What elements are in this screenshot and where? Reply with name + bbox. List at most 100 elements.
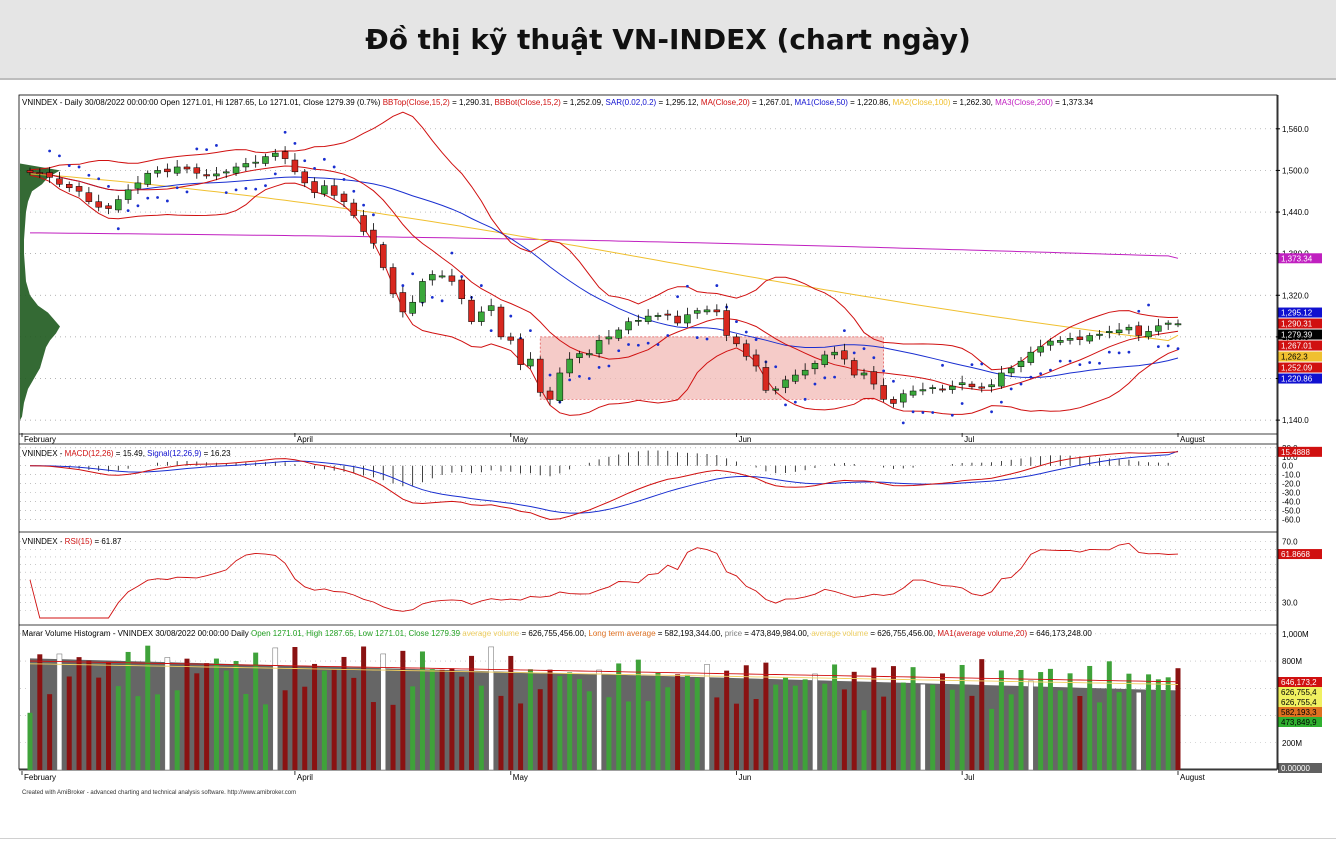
volume-bar bbox=[871, 667, 877, 770]
sar-dot bbox=[548, 373, 552, 377]
candle-body bbox=[1106, 331, 1113, 333]
candle-body bbox=[95, 201, 102, 208]
sar-dot bbox=[215, 144, 218, 147]
candle-body bbox=[1135, 325, 1143, 336]
sar-dot bbox=[175, 186, 179, 190]
candle-body bbox=[232, 166, 240, 174]
sar-dot bbox=[1078, 363, 1082, 367]
candle-body bbox=[831, 351, 838, 356]
sar-dot bbox=[950, 413, 954, 417]
volume-month-label: Jul bbox=[964, 773, 974, 782]
volume-bar bbox=[1097, 702, 1103, 770]
volume-bar bbox=[223, 670, 229, 770]
candle-body bbox=[527, 358, 534, 367]
sar-dot bbox=[322, 157, 326, 161]
ma100-line bbox=[29, 173, 1179, 342]
sar-dot bbox=[1156, 345, 1160, 349]
candle-body bbox=[801, 369, 809, 376]
candle-body bbox=[242, 163, 250, 168]
candle-body bbox=[429, 274, 436, 281]
volume-bar bbox=[292, 647, 298, 770]
price-value-tag: 1,279.39 bbox=[1278, 329, 1322, 340]
volume-bar bbox=[920, 683, 926, 771]
sar-dot bbox=[705, 337, 709, 341]
volume-value-tag-label: 626,755,4 bbox=[1281, 698, 1317, 707]
sar-dot bbox=[1009, 387, 1013, 391]
price-legend-part: = 1,262.30, bbox=[950, 98, 995, 107]
volume-bar bbox=[76, 657, 82, 770]
volume-bar bbox=[822, 683, 828, 770]
candle-body bbox=[468, 299, 475, 322]
volume-bar bbox=[56, 653, 63, 771]
volume-bar bbox=[243, 693, 249, 770]
volume-bar bbox=[145, 645, 151, 770]
candle-body bbox=[1076, 336, 1084, 340]
price-value-tag-label: 1,267.01 bbox=[1281, 342, 1313, 351]
candle-body bbox=[124, 189, 132, 200]
candle-body bbox=[105, 205, 112, 209]
sar-dot bbox=[352, 189, 356, 193]
candle-body bbox=[546, 390, 554, 400]
macd-tick-label: 10.0 bbox=[1282, 453, 1298, 462]
price-value-tag-label: 1,252.09 bbox=[1281, 364, 1313, 373]
volume-bar bbox=[1126, 673, 1132, 770]
volume-bar bbox=[361, 646, 367, 770]
macd-tick-label: 0.0 bbox=[1282, 462, 1294, 471]
candle-body bbox=[1047, 340, 1054, 346]
ma50-line bbox=[29, 172, 1179, 379]
sar-dot bbox=[1137, 309, 1141, 313]
volume-value-tag-label: 473,849,9 bbox=[1281, 718, 1317, 727]
macd-legend-part: Signal(12,26,9) bbox=[147, 449, 202, 458]
price-legend-part: = 1,252.09, bbox=[561, 98, 606, 107]
volume-average-line bbox=[29, 663, 1179, 685]
sar-dot bbox=[813, 382, 817, 386]
sar-dot bbox=[862, 347, 866, 351]
macd-tick-label: -50.0 bbox=[1282, 507, 1301, 516]
volume-month-label: August bbox=[1180, 773, 1206, 782]
macd-legend: VNINDEX - MACD(12,26) = 15.49, Signal(12… bbox=[22, 449, 231, 458]
volume-bar bbox=[890, 666, 896, 770]
volume-bar bbox=[979, 659, 985, 770]
candle-body bbox=[949, 385, 956, 390]
price-value-tag-label: 1,262.3 bbox=[1281, 353, 1308, 362]
volume-bar bbox=[331, 669, 337, 770]
sar-dot bbox=[1049, 368, 1052, 372]
candle-body bbox=[311, 181, 318, 193]
volume-bar bbox=[547, 669, 553, 770]
candle-body bbox=[605, 336, 613, 340]
volume-bar bbox=[616, 663, 622, 770]
sar-dot bbox=[1088, 361, 1092, 364]
volume-bar bbox=[940, 673, 946, 770]
candle-body bbox=[625, 321, 632, 331]
price-value-tag-label: 1,295.12 bbox=[1281, 309, 1313, 318]
candle-body bbox=[733, 336, 740, 345]
volume-bar bbox=[27, 712, 33, 770]
volume-value-tag: 473,849,9 bbox=[1278, 716, 1322, 727]
sar-dot bbox=[283, 130, 287, 134]
price-value-tag-label: 1,290.31 bbox=[1281, 320, 1313, 329]
volume-bar bbox=[733, 703, 739, 770]
candle-body bbox=[1057, 340, 1064, 343]
sar-dot bbox=[803, 397, 807, 401]
volume-bar bbox=[164, 657, 171, 771]
sar-dot bbox=[126, 209, 130, 213]
candle-body bbox=[841, 350, 848, 360]
volume-bar bbox=[135, 696, 141, 770]
volume-bar bbox=[743, 665, 749, 770]
candle-body bbox=[576, 353, 583, 358]
volume-bar bbox=[302, 686, 308, 770]
price-legend-part: MA3(Close,200) bbox=[995, 98, 1053, 107]
price-legend-part: = 1,373.34 bbox=[1053, 98, 1094, 107]
sar-dot bbox=[676, 295, 679, 299]
candle-body bbox=[762, 367, 770, 391]
candle-body bbox=[958, 382, 966, 386]
candle-body bbox=[1066, 338, 1074, 341]
volume-value-tag-label: 582,193,3 bbox=[1281, 708, 1317, 717]
volume-bar bbox=[262, 704, 268, 770]
candle-body bbox=[252, 161, 259, 164]
volume-ma20-line bbox=[29, 660, 1179, 683]
candle-body bbox=[115, 199, 122, 211]
candle-body bbox=[595, 340, 603, 354]
candle-body bbox=[379, 244, 387, 268]
volume-bar bbox=[567, 672, 573, 770]
